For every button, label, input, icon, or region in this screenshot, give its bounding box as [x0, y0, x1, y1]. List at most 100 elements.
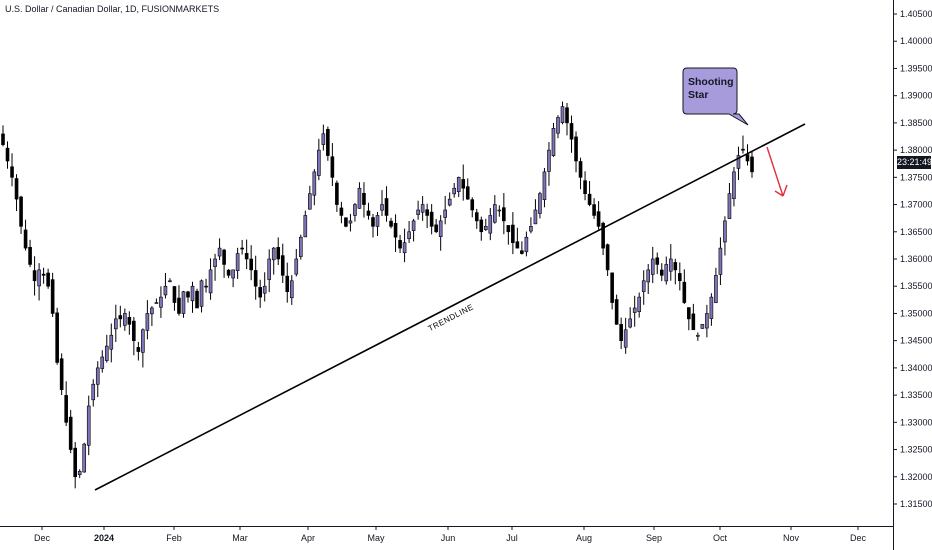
candle-body — [673, 262, 678, 271]
candle-body — [745, 154, 750, 162]
callout-line-1: Shooting — [688, 76, 734, 88]
candle-body — [483, 226, 488, 230]
candle-body — [357, 187, 362, 209]
candle-body — [73, 447, 77, 478]
candle — [59, 353, 64, 396]
candle-body — [696, 334, 700, 337]
candle-body — [619, 324, 623, 341]
candle — [28, 239, 32, 268]
candle-body — [14, 178, 19, 200]
time-tick-label: May — [367, 533, 385, 543]
candle — [289, 275, 294, 305]
candle-body — [741, 148, 745, 151]
candle — [276, 237, 281, 265]
candle-body — [82, 443, 87, 473]
candle — [91, 379, 96, 407]
candle — [159, 286, 163, 318]
candle-body — [596, 211, 601, 227]
candle — [605, 243, 610, 276]
candle-body — [583, 180, 587, 194]
candle — [678, 262, 682, 291]
candle-body — [714, 275, 718, 303]
candle — [37, 263, 41, 301]
price-tick-label: 1.32500 — [900, 445, 932, 455]
candle — [637, 292, 641, 318]
candle-body — [190, 285, 195, 302]
candle — [109, 323, 114, 363]
candle-body — [380, 204, 384, 211]
candle-body — [542, 171, 547, 200]
candle — [538, 191, 542, 219]
candle-body — [262, 285, 267, 294]
candle — [447, 192, 452, 207]
candle — [375, 211, 380, 237]
candle — [483, 218, 488, 232]
candle-body — [632, 307, 637, 313]
candle-body — [46, 272, 50, 287]
candle-body — [732, 171, 736, 200]
candle — [511, 212, 515, 255]
candle-body — [64, 395, 68, 423]
candle-body — [303, 215, 308, 238]
candle-body — [118, 315, 123, 320]
candle-body — [366, 210, 371, 216]
price-tick-label: 1.40500 — [900, 9, 932, 19]
candle — [181, 290, 186, 318]
candle-body — [668, 258, 673, 272]
candle — [195, 288, 199, 309]
candle-body — [348, 220, 353, 224]
price-axis[interactable]: 1.40500 1.40000 1.39500 1.39000 1.38500 1.380… — [893, 9, 932, 509]
candle — [479, 216, 484, 241]
candle-body — [700, 324, 705, 329]
candle — [82, 442, 87, 473]
candle-body — [416, 209, 420, 215]
candle — [41, 267, 46, 284]
time-tick-label: Jun — [441, 533, 456, 543]
price-tick-label: 1.37000 — [900, 200, 932, 210]
price-tick-label: 1.38000 — [900, 145, 932, 155]
candle — [104, 334, 109, 363]
candle — [132, 317, 136, 356]
candle-body — [664, 264, 669, 282]
candle-body — [100, 356, 105, 369]
time-axis[interactable]: Dec 2024 Feb Mar Apr May Jun Jul Aug Sep Oct Nov Dec — [34, 526, 867, 543]
candle-body — [641, 280, 646, 292]
candle — [691, 303, 696, 331]
candle — [506, 225, 511, 245]
candle — [488, 208, 493, 241]
candle — [569, 115, 574, 153]
candle — [285, 262, 290, 303]
candle-body — [601, 222, 605, 249]
candle — [154, 298, 159, 304]
candle — [493, 195, 497, 224]
candle — [294, 248, 299, 277]
candle-body — [420, 204, 425, 213]
candle-body — [434, 224, 438, 233]
candle — [100, 350, 105, 373]
candle-body — [177, 297, 181, 314]
time-tick-label: Dec — [34, 533, 51, 543]
candle-body — [465, 186, 470, 200]
candle-body — [461, 179, 466, 189]
candle — [50, 272, 55, 317]
candle — [114, 304, 118, 342]
candle-body — [280, 255, 285, 276]
candle — [425, 203, 429, 229]
candle-body — [28, 246, 32, 265]
candle — [217, 238, 222, 261]
candle — [542, 167, 547, 208]
candle-body — [659, 269, 664, 276]
time-tick-label: 2024 — [94, 533, 114, 543]
candle — [700, 324, 705, 329]
candle-body — [339, 207, 344, 216]
candle — [317, 138, 321, 181]
candle — [696, 332, 700, 341]
candle-body — [493, 204, 497, 223]
trendline[interactable] — [94, 123, 806, 491]
candle-body — [456, 177, 461, 193]
candle — [741, 135, 745, 154]
shooting-star-callout[interactable] — [682, 67, 749, 126]
candle-body — [506, 225, 511, 233]
candle — [312, 169, 317, 206]
